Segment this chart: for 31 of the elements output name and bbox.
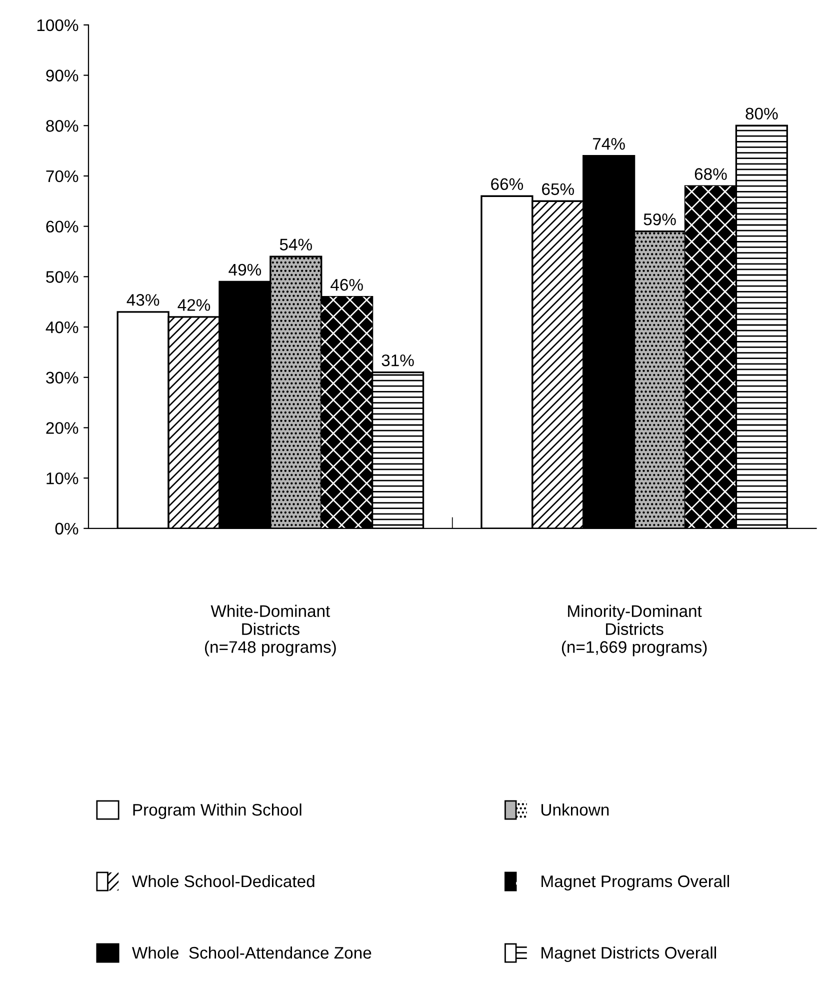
data-label: 54% [280,238,312,250]
y-tick-label: 40% [46,321,78,334]
y-tick-label: 100% [37,19,78,32]
x-tick-label: White-Dominant Districts (n=748 programs) [205,604,336,656]
data-label: 68% [694,168,727,180]
y-tick-label: 20% [46,422,78,434]
y-tick-label: 30% [46,372,78,384]
data-label: 43% [126,294,160,306]
data-label: 42% [178,299,210,311]
legend-label: Unknown [541,803,609,816]
y-tick-label: 60% [46,220,78,233]
y-tick-label: 70% [46,170,78,182]
data-label: 46% [330,278,363,291]
legend-label: Whole School-Attendance Zone [132,946,372,959]
data-label: 66% [491,178,524,190]
y-tick-label: 0% [55,522,78,535]
y-tick-label: 10% [46,472,78,484]
y-tick-label: 90% [46,70,78,82]
legend-label: Whole School-Dedicated [132,874,314,888]
x-tick-label: Minority-Dominant Districts (n=1,669 programs) [562,604,707,656]
legend-label: Magnet Programs Overall [542,874,729,891]
y-tick-label: 50% [46,271,78,283]
data-label: 59% [644,213,676,226]
data-label: 65% [542,183,574,196]
data-label: 80% [746,108,778,120]
legend-label: Magnet Districts Overall [542,946,716,962]
y-tick-label: 80% [46,120,78,132]
data-label: 74% [593,138,625,150]
data-label: 31% [382,354,414,366]
data-label: 49% [228,264,262,276]
legend-label: Program Within School [133,803,302,820]
